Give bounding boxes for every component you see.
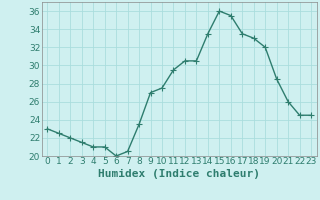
X-axis label: Humidex (Indice chaleur): Humidex (Indice chaleur) <box>98 169 260 179</box>
